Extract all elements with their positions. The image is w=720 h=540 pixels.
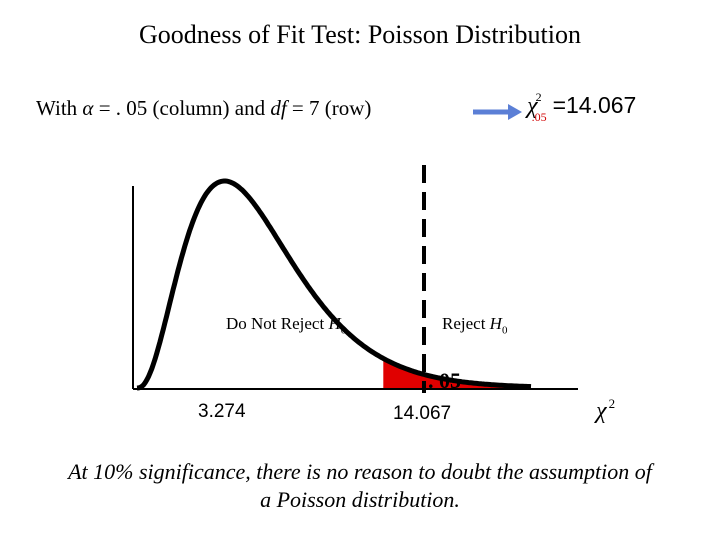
df-text: = 7 (row) <box>286 96 372 120</box>
chi-superscript: 2 <box>535 90 542 104</box>
reject-label: Reject H0 <box>442 314 508 337</box>
arrow-head-icon <box>508 104 522 120</box>
chi-subscript: .05 <box>531 110 547 124</box>
page-title: Goodness of Fit Test: Poisson Distributi… <box>139 20 581 49</box>
density-curve <box>136 178 532 391</box>
do-not-reject-label: Do Not Reject H0 <box>226 314 347 337</box>
alpha-text: = . 05 (column) and <box>93 96 271 120</box>
lookup-prefix: With <box>36 96 83 120</box>
tick-left-label: 3.274 <box>198 401 246 422</box>
lookup-sentence: With α = . 05 (column) and df = 7 (row) <box>36 96 371 121</box>
conclusion-line-1: At 10% significance, there is no reason … <box>68 459 652 484</box>
tail-area-label: . 05 <box>428 368 461 393</box>
rejection-tail-area <box>383 358 531 388</box>
critical-value-formula: χ2 .05 =14.067 <box>527 90 637 124</box>
critical-value-equation: =14.067 <box>552 92 637 118</box>
conclusion-text: At 10% significance, there is no reason … <box>0 458 720 514</box>
chi-symbol: χ <box>527 93 538 119</box>
alpha-symbol: α <box>82 96 94 120</box>
df-symbol: df <box>270 96 287 120</box>
tick-critical-label: 14.067 <box>393 403 452 424</box>
conclusion-line-2: a Poisson distribution. <box>260 487 460 512</box>
